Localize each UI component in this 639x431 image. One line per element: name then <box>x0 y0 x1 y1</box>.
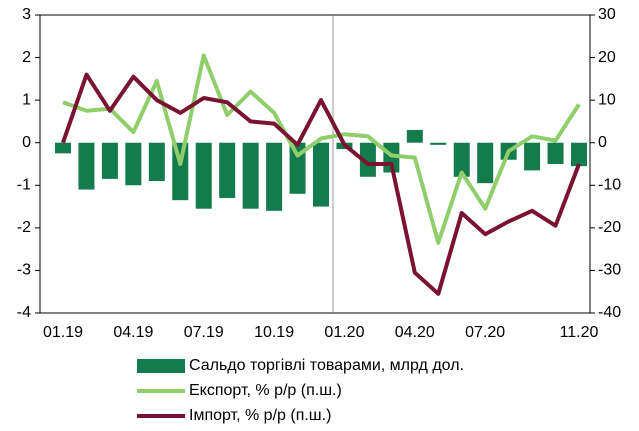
x-tick-label: 01.20 <box>324 324 364 341</box>
bar <box>101 142 118 179</box>
y2-tick-label: 0 <box>598 134 607 151</box>
bar <box>406 129 423 143</box>
y-tick-label: 0 <box>22 134 31 151</box>
legend-label: Експорт, % р/р (п.ш.) <box>189 382 342 399</box>
bar <box>78 142 95 190</box>
bar <box>430 142 447 145</box>
x-tick-label: 07.20 <box>465 324 505 341</box>
y-tick-label: -3 <box>17 262 31 279</box>
bar <box>266 142 283 211</box>
bar <box>477 142 494 184</box>
line <box>61 72 581 296</box>
bar <box>313 142 329 207</box>
legend-swatch <box>137 359 185 373</box>
bar <box>289 142 306 194</box>
y-tick-label: 2 <box>22 49 31 66</box>
y2-tick-label: 10 <box>598 91 616 108</box>
legend-label: Імпорт, % р/р (п.ш.) <box>189 407 331 424</box>
y-tick-label: -4 <box>17 304 31 321</box>
y-tick-label: 1 <box>22 91 31 108</box>
bar <box>195 142 212 209</box>
y-tick-label: 3 <box>22 6 31 23</box>
x-tick-label: 11.20 <box>560 324 599 341</box>
legend-label: Сальдо торгівлі товарами, млрд дол. <box>189 357 464 374</box>
bar <box>571 142 587 167</box>
bar <box>242 142 259 209</box>
x-tick-label: 04.20 <box>395 324 435 341</box>
y-tick-label: -1 <box>17 177 31 194</box>
bar <box>148 142 165 182</box>
line <box>62 53 581 245</box>
x-tick-label: 10.19 <box>254 324 294 341</box>
x-tick-label: 04.19 <box>113 324 153 341</box>
bar <box>453 142 470 177</box>
x-tick-label: 01.19 <box>43 324 83 341</box>
y2-tick-label: -10 <box>598 177 621 194</box>
y-tick-label: -2 <box>17 219 31 236</box>
bar <box>524 142 541 171</box>
y2-tick-label: -40 <box>598 304 621 321</box>
y2-tick-label: -20 <box>598 219 621 236</box>
y2-tick-label: 20 <box>598 49 616 66</box>
bar <box>359 142 376 177</box>
bar <box>547 142 564 164</box>
bar <box>219 142 236 199</box>
y2-tick-label: 30 <box>598 6 616 23</box>
bar <box>55 142 71 154</box>
bar <box>125 142 142 186</box>
x-tick-label: 07.19 <box>184 324 224 341</box>
y2-tick-label: -30 <box>598 262 621 279</box>
